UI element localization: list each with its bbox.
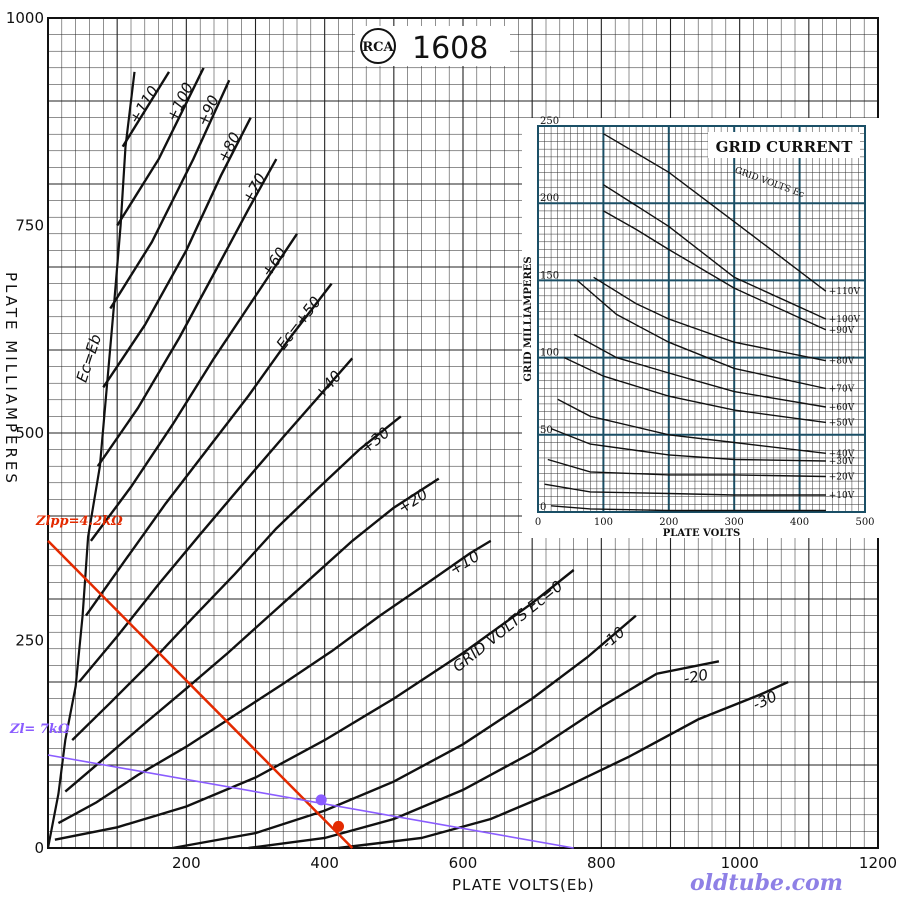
curve-ec-plus80-label: +80 <box>214 129 244 165</box>
y-tick-label: 250 <box>15 632 44 650</box>
inset-curve-label: +30V <box>829 457 855 467</box>
inset-title-box <box>708 132 860 158</box>
chart-title: 1608 <box>412 31 488 66</box>
inset-y-tick: 150 <box>540 270 559 281</box>
ec-eb-curve <box>46 71 136 849</box>
inset-curve-label: +40V <box>829 449 855 459</box>
inset-y-title: GRID MILLIAMPERES <box>523 256 534 381</box>
inset-y-tick: 0 <box>540 502 546 513</box>
main-curves <box>46 67 789 850</box>
curve-ec-plus30 <box>71 415 402 741</box>
curve-ec-plus60 <box>89 233 298 542</box>
curve-ec-plus110 <box>121 71 171 148</box>
ec-eb-label: Ec=Eb <box>73 332 105 384</box>
inset-curve-label: +100V <box>829 315 861 325</box>
load-line-label-1: Zlpp=4.2kΩ <box>35 514 123 529</box>
curve-ec-plus10-label: +10 <box>446 547 482 579</box>
inset-curve-label: +70V <box>829 384 855 394</box>
inset-y-tick: 200 <box>540 193 559 204</box>
inset-curve <box>550 427 826 462</box>
inset-x-title: PLATE VOLTS <box>663 528 740 539</box>
y-tick-label: 750 <box>15 217 44 235</box>
curve-ec-minus30-label: -30 <box>750 687 780 713</box>
x-tick-label: 800 <box>587 854 616 872</box>
inset-curve <box>593 276 826 362</box>
x-tick-label: 1000 <box>721 854 759 872</box>
curve-ec-plus80 <box>102 117 252 388</box>
curve-ec-plus70 <box>96 158 278 467</box>
inset-x-tick: 300 <box>725 517 744 528</box>
x-tick-label: 200 <box>172 854 201 872</box>
curve-ec-plus50 <box>85 282 333 617</box>
inset-y-tick: 50 <box>540 425 553 436</box>
operating-point-1 <box>315 794 327 806</box>
load-line-1 <box>47 540 354 849</box>
x-tick-label: 1200 <box>859 854 897 872</box>
x-tick-label: 400 <box>310 854 339 872</box>
inset-curve-label: +60V <box>829 403 855 413</box>
load-line-2 <box>47 754 574 849</box>
load-lines: Zlpp=4.2kΩ Zl= 7kΩ <box>9 514 574 849</box>
curve-ec-plus40 <box>78 357 354 683</box>
curve-ec-plus10 <box>57 539 492 825</box>
curve-ec-plus20-label: +20 <box>395 485 431 517</box>
curve-ec-0-label: GRID VOLTS Ec=0 <box>449 577 566 676</box>
inset-curve-label: +110V <box>829 287 861 297</box>
y-tick-label: 500 <box>15 424 44 442</box>
y-tick-label: 1000 <box>6 9 44 27</box>
curve-ec-minus10-label: -10 <box>598 623 628 653</box>
inset-curve <box>557 398 826 454</box>
inset-x-tick: 100 <box>594 517 613 528</box>
curve-ec-plus90 <box>109 79 231 310</box>
x-axis-title: PLATE VOLTS(Eb) <box>452 876 595 894</box>
title-box <box>355 26 510 66</box>
inset-x-tick: 200 <box>659 517 678 528</box>
inset-y-tick: 250 <box>540 116 559 127</box>
curve-ec-minus20 <box>248 660 720 850</box>
curve-ec-0 <box>54 569 575 841</box>
watermark: oldtube.com <box>690 870 843 896</box>
curve-ec-plus30-label: +30 <box>357 423 393 457</box>
curve-ec-plus50-label: Ec=+50 <box>273 293 325 353</box>
inset-curve-label: +20V <box>829 472 855 482</box>
grid-current-inset: 0 100 200 300 400 500 0 50 100 150 200 250 PLATE VOL… <box>522 116 880 539</box>
inset-y-tick: 100 <box>540 348 559 359</box>
inset-curve-label: +50V <box>829 418 855 428</box>
inset-x-tick: 400 <box>790 517 809 528</box>
inset-curve-label: +80V <box>829 357 855 367</box>
rca-logo-text: RCA <box>362 40 394 55</box>
inset-curve <box>576 279 826 390</box>
rca-logo: RCA <box>360 28 396 64</box>
inset-x-tick: 500 <box>855 517 874 528</box>
curve-ec-minus10 <box>172 614 637 850</box>
inset-curve <box>573 333 826 408</box>
curve-ec-plus70-label: +70 <box>239 170 270 206</box>
inset-curve <box>547 458 826 478</box>
inset-curve-label: +10V <box>829 491 855 501</box>
curve-ec-plus100 <box>116 67 205 227</box>
inset-curve-label: +90V <box>829 326 855 336</box>
y-tick-label: 0 <box>34 839 44 857</box>
load-line-label-2: Zl= 7kΩ <box>9 722 70 737</box>
curve-ec-plus90-label: +90 <box>193 92 223 128</box>
inset-curve <box>563 356 826 424</box>
curve-ec-minus20-label: -20 <box>682 666 710 688</box>
y-axis-title: PLATE MILLIAMPERES <box>2 272 20 486</box>
operating-point-2 <box>333 820 344 832</box>
curve-ec-plus20 <box>64 477 440 793</box>
x-tick-label: 600 <box>449 854 478 872</box>
curve-ec-minus30 <box>338 680 789 850</box>
inset-curve <box>544 483 826 496</box>
inset-curve <box>603 210 827 331</box>
inset-curve <box>603 184 827 320</box>
inset-frame <box>537 125 866 513</box>
inset-title: GRID CURRENT <box>716 138 854 156</box>
inset-curve <box>551 505 826 512</box>
inset-x-tick: 0 <box>535 517 541 528</box>
inset-curve <box>603 133 827 292</box>
